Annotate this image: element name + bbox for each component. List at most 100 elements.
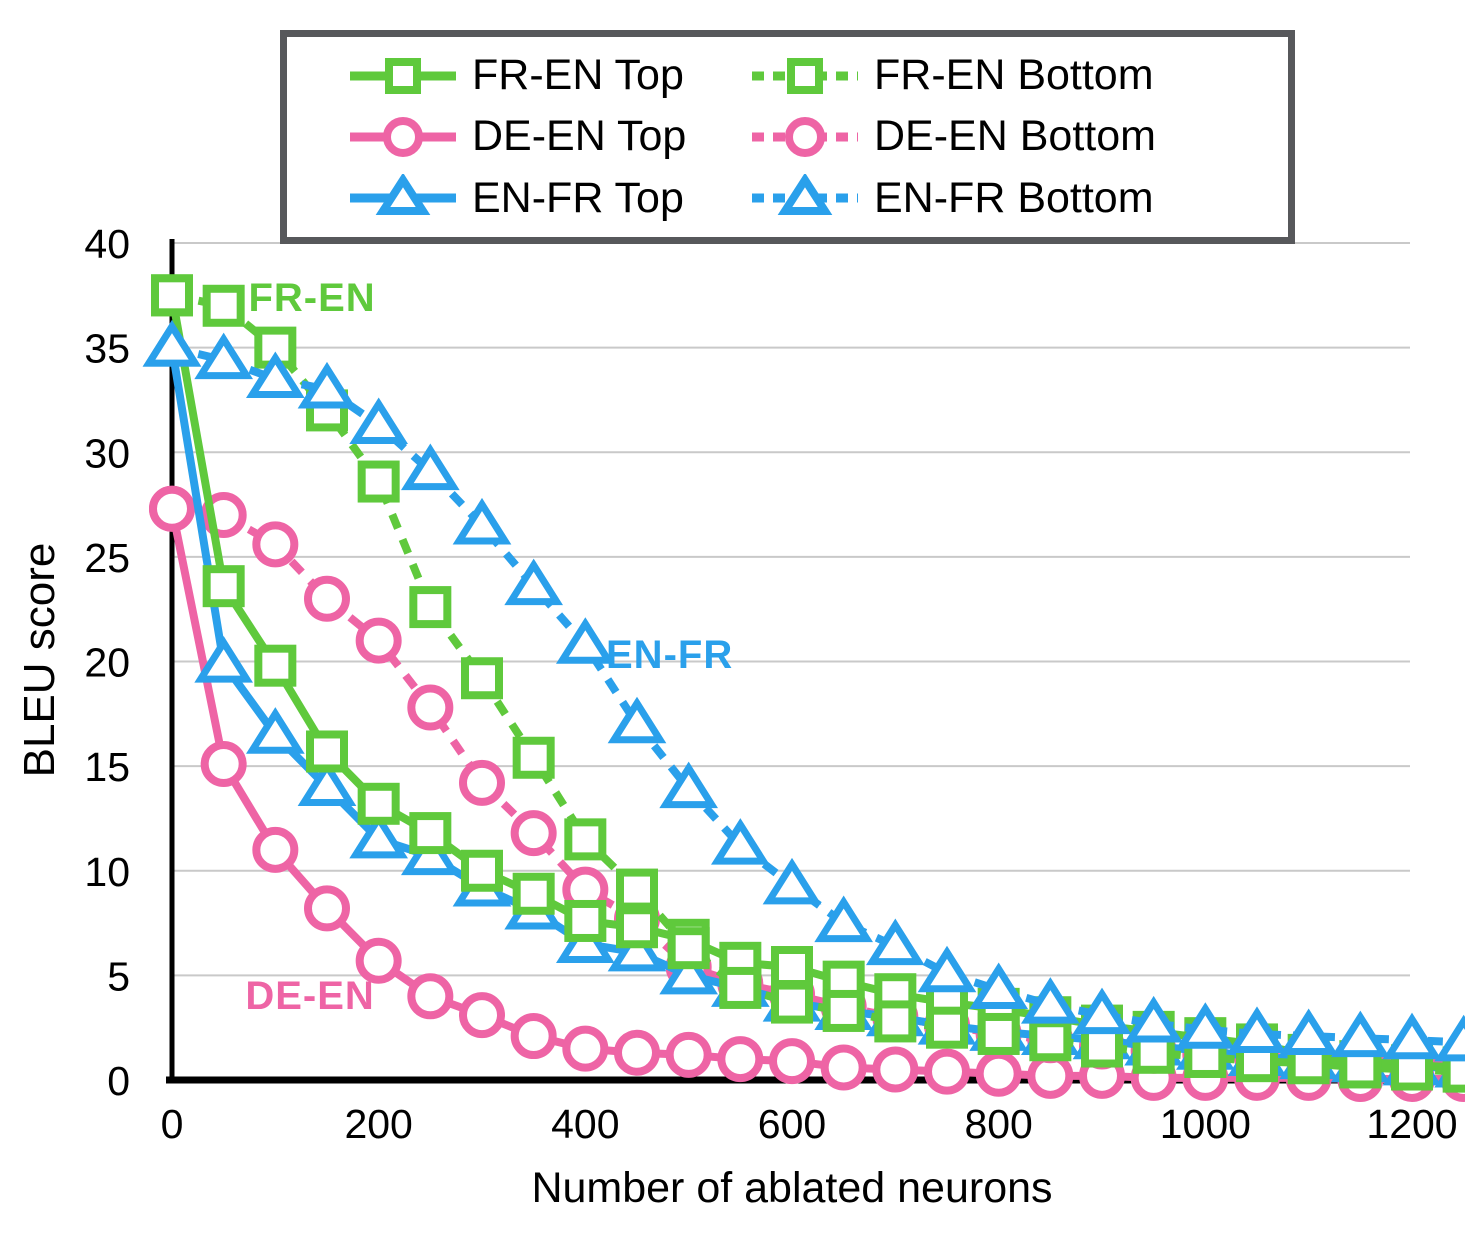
marker-square: [771, 946, 813, 989]
y-tick-label-15: 15: [84, 744, 130, 790]
marker-circle: [407, 684, 454, 731]
marker-circle: [355, 937, 402, 984]
x-tick-label-200: 200: [344, 1101, 412, 1147]
legend-item-de-en-bottom: DE-EN Bottom: [749, 113, 1288, 161]
marker-square: [512, 736, 555, 779]
legend-label-en-fr-top: EN-FR Top: [472, 173, 684, 222]
marker-triangle: [245, 707, 305, 754]
marker-triangle: [452, 497, 512, 545]
marker-square: [357, 782, 400, 825]
marker-triangle: [1227, 1006, 1287, 1053]
marker-square: [461, 657, 503, 700]
y-tick-label-25: 25: [84, 535, 130, 581]
marker-triangle: [1434, 1014, 1465, 1062]
marker-triangle: [1279, 1008, 1339, 1056]
marker-circle: [459, 992, 505, 1039]
marker-circle: [304, 885, 350, 932]
y-tick-label-5: 5: [107, 953, 130, 999]
marker-circle: [252, 521, 299, 568]
curve-label-de-en: DE-EN: [245, 974, 375, 1019]
marker-circle: [820, 1044, 867, 1091]
marker-square: [564, 899, 607, 942]
marker-circle: [510, 810, 557, 857]
marker-circle: [769, 1038, 815, 1085]
marker-triangle: [1072, 987, 1132, 1035]
x-tick-label-400: 400: [551, 1101, 619, 1147]
marker-square: [822, 989, 865, 1032]
marker-circle: [355, 617, 402, 664]
marker-triangle: [142, 320, 202, 367]
marker-square: [512, 872, 555, 915]
marker-square: [977, 1012, 1020, 1055]
marker-triangle: [245, 351, 305, 399]
marker-triangle: [607, 696, 667, 744]
marker-triangle: [814, 895, 874, 943]
marker-square: [1029, 1019, 1072, 1062]
x-tick-label-600: 600: [758, 1101, 826, 1147]
legend-sample-marker-square: [787, 57, 823, 94]
legend: FR-EN Top FR-EN Bottom DE-EN Top DE-EN Bott…: [280, 30, 1295, 244]
y-tick-label-40: 40: [84, 221, 130, 267]
legend-sample-de-en-top: [350, 116, 456, 157]
marker-circle: [200, 741, 247, 788]
marker-circle: [562, 1025, 609, 1072]
marker-triangle: [504, 558, 564, 606]
y-tick-label-10: 10: [84, 849, 130, 895]
marker-circle: [665, 1031, 712, 1078]
curve-label-fr-en: FR-EN: [248, 276, 376, 321]
marker-triangle: [659, 947, 719, 995]
marker-square: [874, 1000, 917, 1043]
marker-square: [616, 868, 658, 911]
marker-square: [202, 565, 245, 608]
marker-triangle: [969, 962, 1029, 1010]
marker-square: [306, 730, 348, 773]
marker-triangle: [917, 945, 977, 993]
marker-square: [1081, 1025, 1123, 1068]
legend-item-en-fr-bottom: EN-FR Bottom: [749, 174, 1288, 222]
legend-item-fr-en-bottom: FR-EN Bottom: [749, 52, 1288, 100]
marker-square: [564, 818, 607, 861]
x-tick-label-800: 800: [964, 1101, 1032, 1147]
legend-sample-fr-en-bottom: [752, 57, 858, 94]
curve-label-en-fr: EN-FR: [606, 633, 734, 678]
marker-circle: [304, 575, 350, 622]
x-axis-title: Number of ablated neurons: [531, 1164, 1053, 1212]
legend-sample-marker-circle: [785, 116, 825, 157]
marker-square: [926, 1006, 968, 1049]
marker-triangle: [607, 924, 667, 972]
legend-item-en-fr-top: EN-FR Top: [347, 174, 749, 222]
marker-triangle: [194, 636, 254, 683]
marker-square: [719, 966, 762, 1009]
legend-sample-marker-triangle: [375, 174, 431, 216]
marker-triangle: [1124, 995, 1184, 1043]
marker-triangle: [297, 759, 357, 807]
marker-circle: [717, 1036, 764, 1083]
legend-sample-fr-en-top: [350, 57, 456, 94]
y-tick-label-30: 30: [84, 430, 130, 476]
legend-sample-de-en-bottom: [752, 116, 858, 157]
x-tick-label-1000: 1000: [1160, 1101, 1251, 1147]
marker-triangle: [349, 397, 409, 445]
marker-triangle: [1330, 1010, 1390, 1058]
marker-square: [409, 812, 452, 855]
marker-triangle: [400, 443, 460, 491]
legend-sample-marker-triangle: [777, 174, 833, 216]
marker-circle: [252, 826, 299, 873]
legend-item-de-en-top: DE-EN Top: [347, 113, 749, 161]
legend-sample-en-fr-top: [350, 174, 456, 216]
marker-circle: [975, 1050, 1022, 1097]
marker-triangle: [710, 818, 770, 865]
legend-label-de-en-top: DE-EN Top: [472, 112, 687, 161]
marker-square: [667, 927, 710, 970]
marker-triangle: [865, 918, 925, 966]
marker-square: [151, 274, 193, 317]
y-tick-label-0: 0: [107, 1058, 130, 1104]
marker-circle: [924, 1048, 970, 1095]
marker-triangle: [1020, 977, 1080, 1024]
marker-square: [461, 849, 503, 892]
marker-circle: [459, 759, 505, 806]
marker-triangle: [297, 361, 357, 409]
x-tick-label-1200: 1200: [1366, 1101, 1457, 1147]
